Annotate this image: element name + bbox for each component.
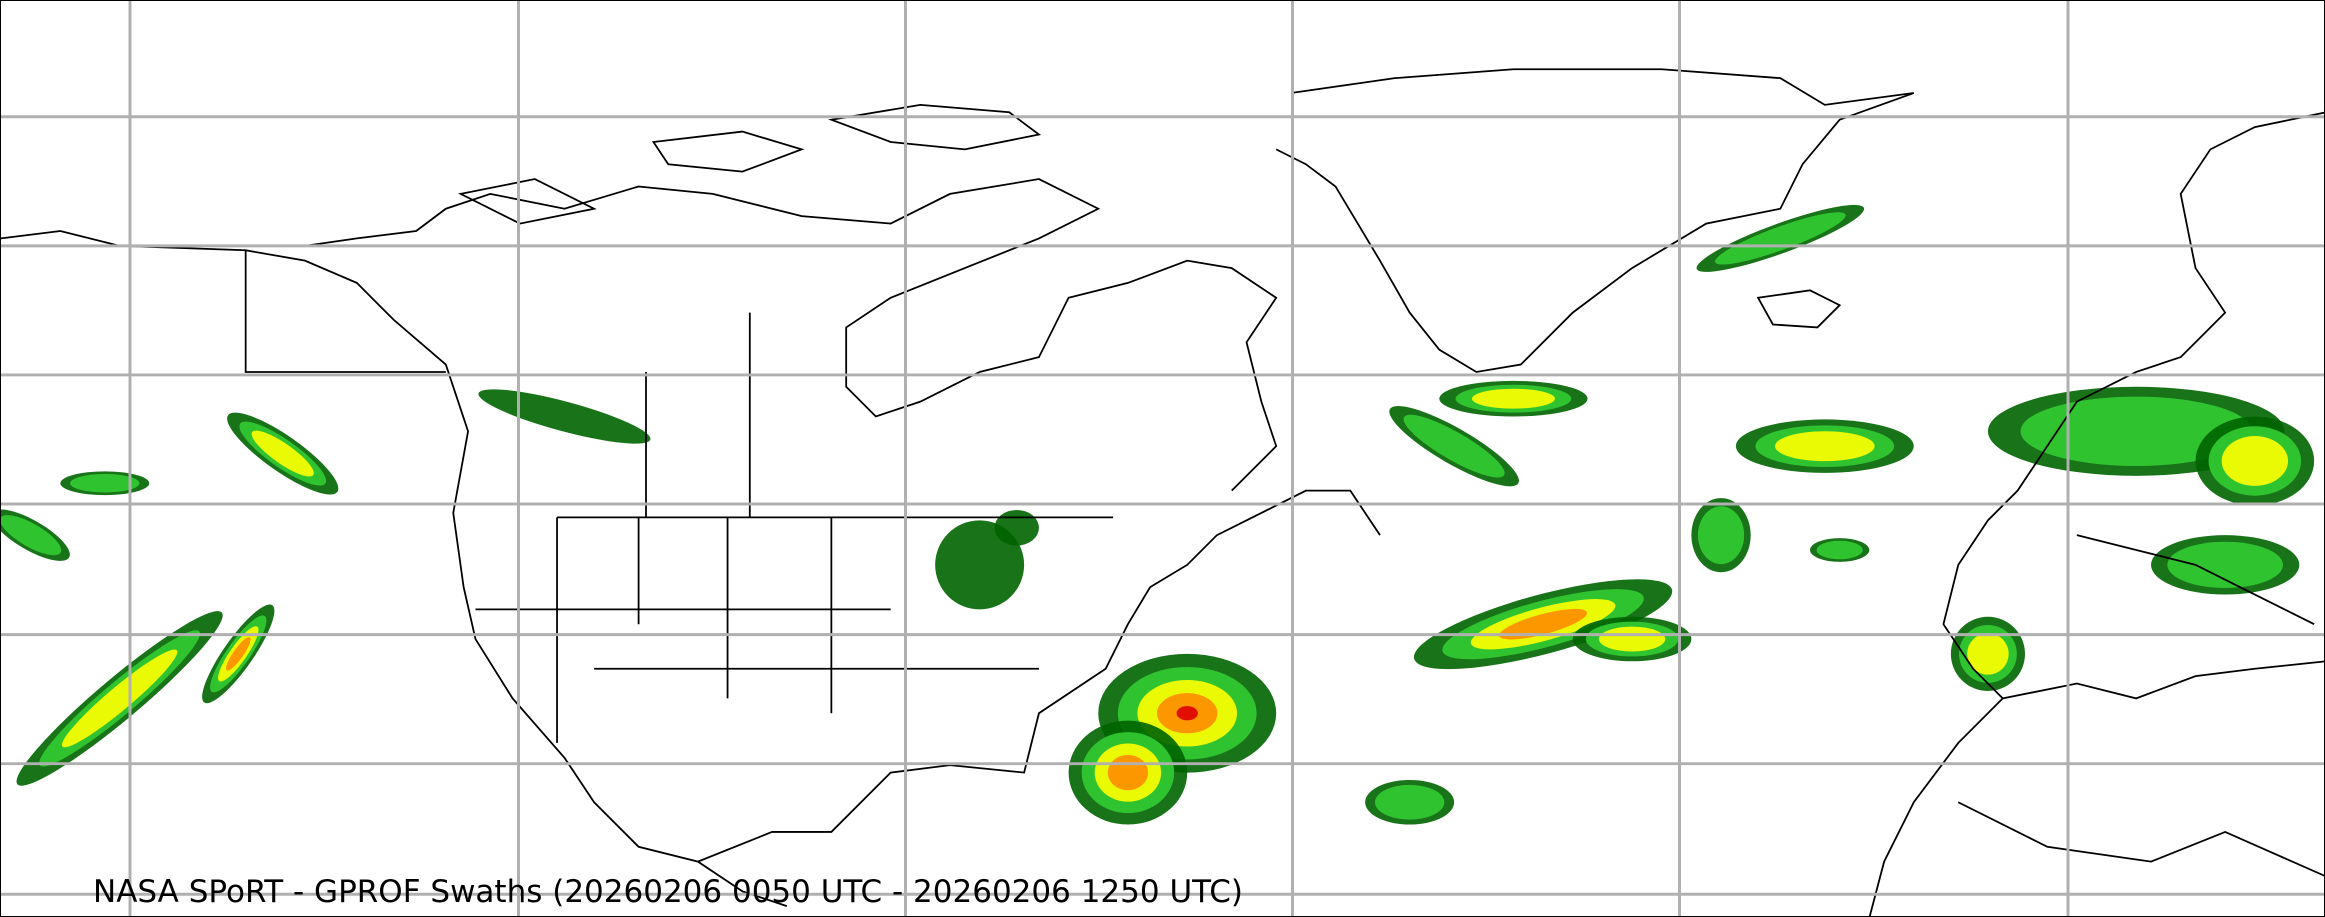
precip-cell xyxy=(1967,633,2009,675)
precip-cell xyxy=(225,637,251,671)
precip-cell xyxy=(251,430,314,477)
precip-cell xyxy=(1697,506,1745,565)
map-caption: NASA SPoRT - GPROF Swaths (20260206 0050… xyxy=(93,874,1243,910)
precip-cell xyxy=(1499,608,1587,640)
precip-cell xyxy=(1107,754,1149,791)
precip-cell xyxy=(2020,396,2252,467)
precip-cell xyxy=(2221,436,2289,486)
precip-cell xyxy=(1774,431,1875,462)
precip-cell xyxy=(61,649,178,748)
precip-cell xyxy=(1,515,62,556)
precip-cell xyxy=(994,509,1039,546)
precip-cell xyxy=(1176,706,1198,721)
precip-cell xyxy=(70,473,140,493)
precip-cell xyxy=(1374,784,1445,820)
precip-cell xyxy=(1471,388,1555,409)
precip-cell xyxy=(1816,540,1863,560)
precip-cell xyxy=(1598,626,1666,652)
precip-cell xyxy=(935,520,1025,610)
precip-cell xyxy=(478,389,651,444)
coastlines xyxy=(1,68,2324,916)
precip-cell xyxy=(2167,541,2283,588)
precip-cell xyxy=(1403,414,1505,478)
precip-cell xyxy=(1715,212,1846,265)
precipitation-swaths xyxy=(1,204,2315,825)
